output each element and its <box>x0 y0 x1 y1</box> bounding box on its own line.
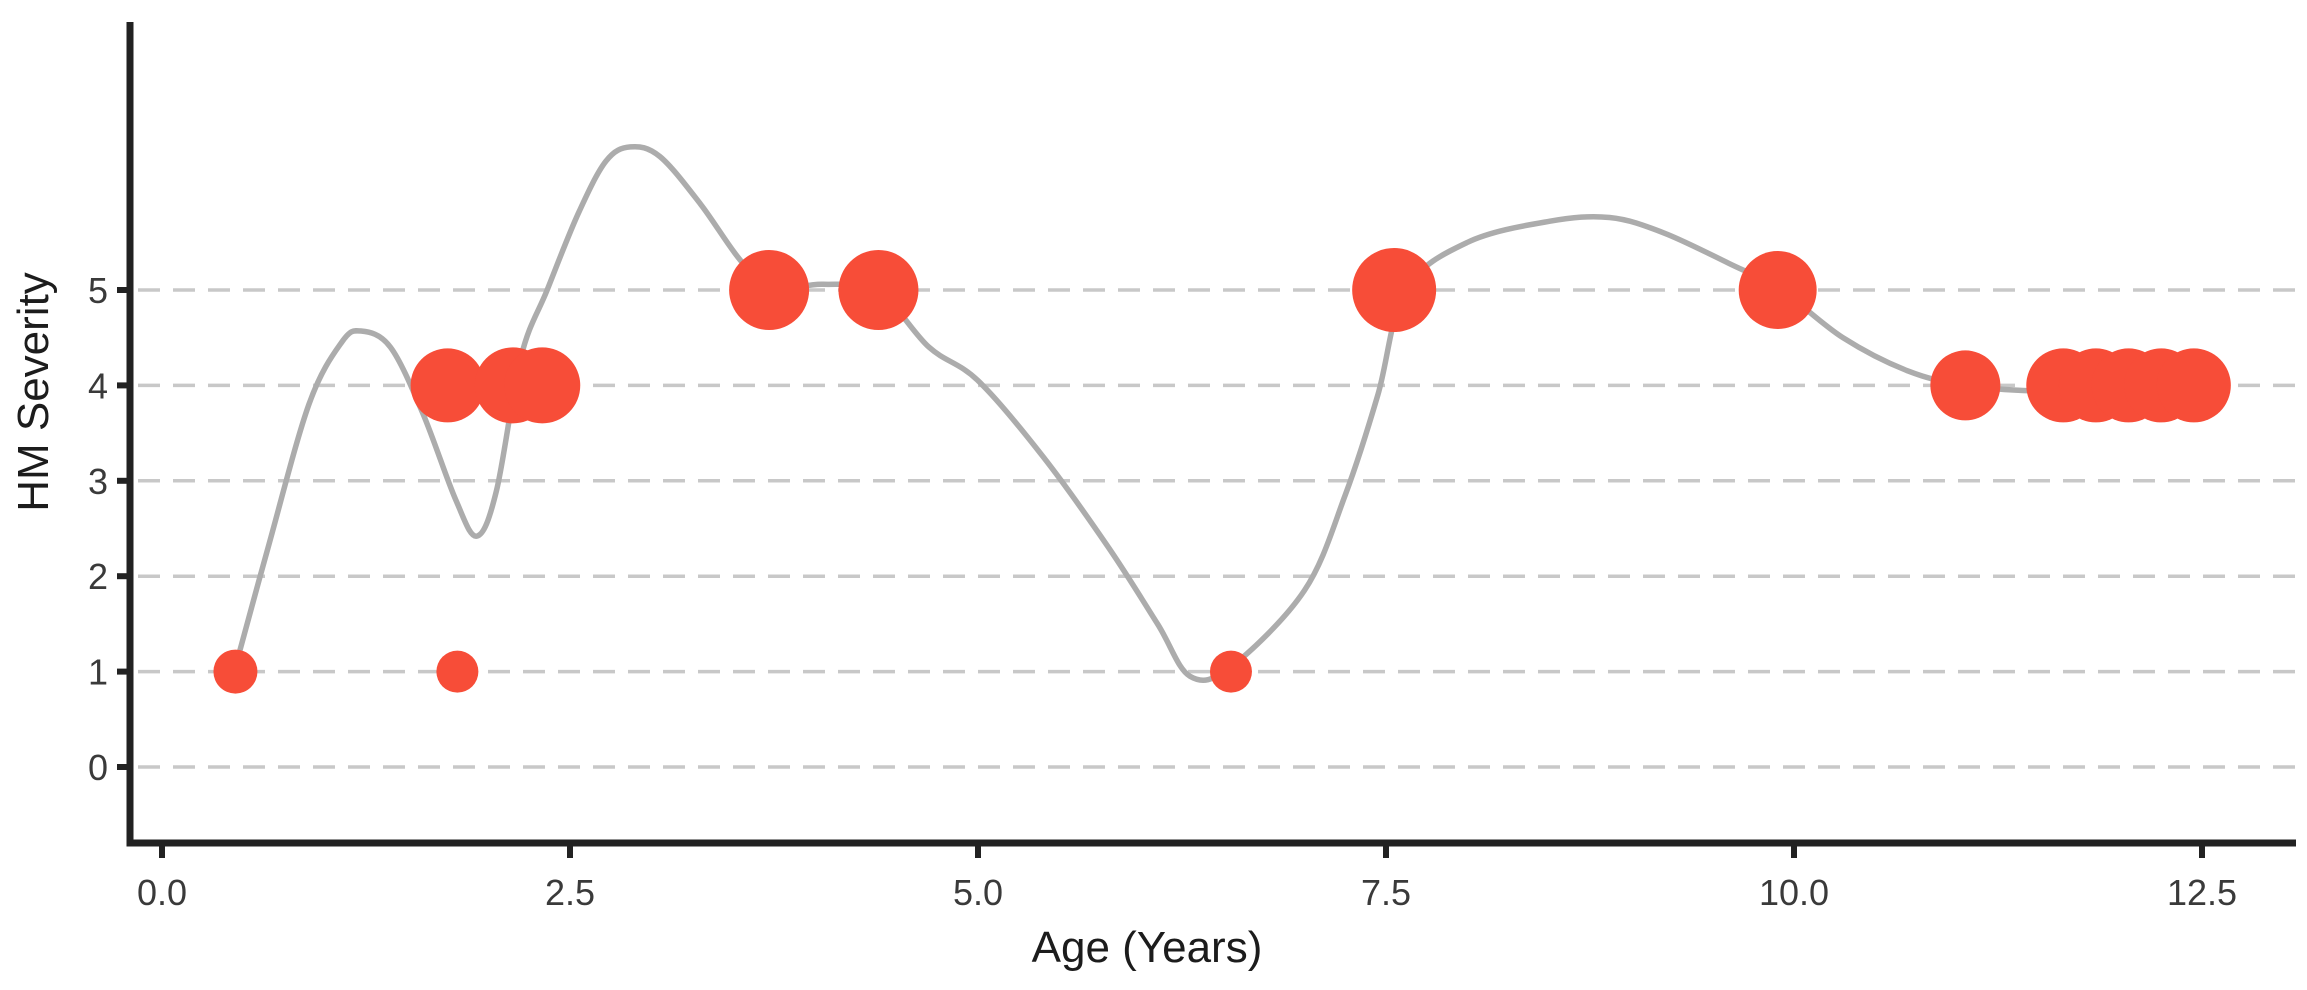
data-point <box>1209 650 1252 693</box>
data-point <box>213 649 258 694</box>
y-tick-label: 4 <box>88 365 108 406</box>
data-point <box>436 650 479 693</box>
data-point <box>1352 248 1437 332</box>
data-point-group <box>213 248 2231 694</box>
x-tick-label: 7.5 <box>1361 872 1411 913</box>
smooth-line-group <box>232 143 2213 684</box>
x-tick-label: 12.5 <box>2167 872 2237 913</box>
y-tick-label: 2 <box>88 556 108 597</box>
y-axis-title: HM Severity <box>9 272 58 512</box>
data-point <box>1930 350 2001 421</box>
y-tick-label: 1 <box>88 652 108 693</box>
x-tick-label: 0.0 <box>137 872 187 913</box>
data-point <box>1738 251 1817 329</box>
data-point <box>410 348 485 423</box>
y-tick-label: 0 <box>88 747 108 788</box>
data-point <box>2156 348 2231 423</box>
y-tick-label: 3 <box>88 461 108 502</box>
x-axis-title: Age (Years) <box>1032 923 1263 972</box>
data-point <box>729 250 810 330</box>
axis-group <box>117 22 2296 858</box>
tick-label-group: 0 1 2 3 4 5 0.0 2.5 5.0 7.5 10.0 12.5 <box>88 270 2237 913</box>
x-tick-label: 2.5 <box>545 872 595 913</box>
x-tick-label: 5.0 <box>953 872 1003 913</box>
data-point <box>838 250 919 330</box>
loess-smooth-curve <box>232 143 2213 684</box>
x-tick-label: 10.0 <box>1759 872 1829 913</box>
y-tick-label: 5 <box>88 270 108 311</box>
data-point <box>504 347 581 424</box>
